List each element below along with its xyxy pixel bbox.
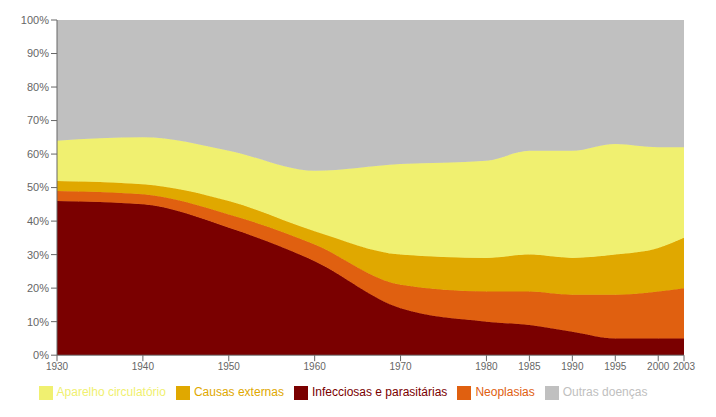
html-text:Neoplasias: Neoplasias xyxy=(475,385,535,400)
svg-text:40%: 40% xyxy=(27,215,49,227)
html-text:Infecciosas e parasitárias: Infecciosas e parasitárias xyxy=(312,385,448,400)
svg-text:1930: 1930 xyxy=(46,361,69,372)
svg-text:30%: 30% xyxy=(27,249,49,261)
svg-text:1970: 1970 xyxy=(389,361,412,372)
svg-text:2003: 2003 xyxy=(673,361,696,372)
html-text:Causas externas: Causas externas xyxy=(193,385,284,400)
svg-text:90%: 90% xyxy=(27,47,49,59)
svg-text:1940: 1940 xyxy=(132,361,155,372)
svg-text:20%: 20% xyxy=(27,282,49,294)
svg-text:1980: 1980 xyxy=(475,361,498,372)
svg-text:80%: 80% xyxy=(27,81,49,93)
svg-text:2000: 2000 xyxy=(647,361,670,372)
svg-text:1995: 1995 xyxy=(604,361,627,372)
svg-text:10%: 10% xyxy=(27,316,49,328)
svg-text:70%: 70% xyxy=(27,114,49,126)
html-text:Aparelho circulatório: Aparelho circulatório xyxy=(56,385,166,400)
html-text:Outras doenças: Outras doenças xyxy=(562,385,648,400)
svg-text:0%: 0% xyxy=(33,349,49,361)
svg-text:50%: 50% xyxy=(27,181,49,193)
svg-text:1950: 1950 xyxy=(218,361,241,372)
svg-text:1960: 1960 xyxy=(304,361,327,372)
svg-text:60%: 60% xyxy=(27,148,49,160)
svg-text:1990: 1990 xyxy=(561,361,584,372)
svg-text:100%: 100% xyxy=(21,14,49,26)
svg-text:1985: 1985 xyxy=(518,361,541,372)
